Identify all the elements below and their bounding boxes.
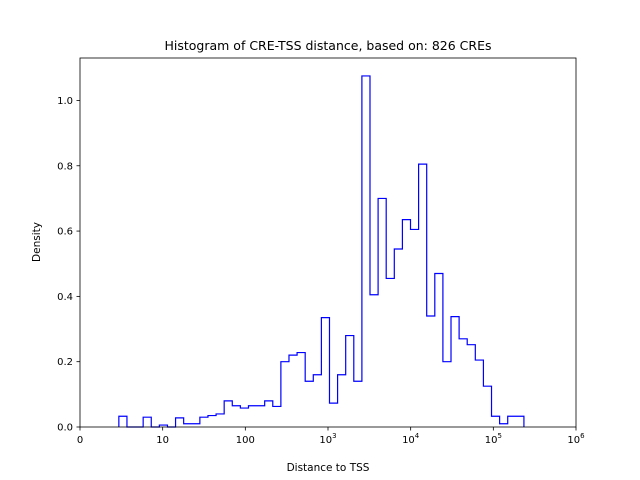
histogram-bin bbox=[313, 375, 321, 427]
x-tick-base: 10 bbox=[319, 435, 332, 446]
x-tick-base: 10 bbox=[156, 435, 169, 446]
histogram-bin bbox=[435, 274, 443, 427]
histogram-bin bbox=[232, 406, 240, 427]
x-tick-exponent: 4 bbox=[415, 432, 420, 440]
histogram-bin bbox=[467, 345, 475, 427]
histogram-bin bbox=[273, 406, 281, 427]
x-tick-base: 10 bbox=[485, 435, 498, 446]
histogram-bin bbox=[516, 416, 524, 427]
x-tick-base: 100 bbox=[236, 435, 255, 446]
x-tick-base: 0 bbox=[77, 435, 83, 446]
histogram-bin bbox=[402, 220, 410, 427]
y-tick-label: 0.2 bbox=[57, 357, 73, 368]
histogram-bin bbox=[427, 316, 435, 427]
x-tick-label: 103 bbox=[319, 432, 336, 446]
histogram-bin bbox=[119, 416, 127, 427]
x-tick-label: 105 bbox=[485, 432, 502, 446]
y-axis: 0.0 0.2 0.4 0.6 0.8 1.0 bbox=[57, 96, 80, 434]
x-tick-label: 10 bbox=[156, 435, 169, 446]
histogram-bin bbox=[329, 403, 337, 427]
histogram-bin bbox=[508, 416, 516, 427]
y-tick-label: 0.0 bbox=[57, 423, 73, 434]
histogram-bin bbox=[370, 295, 378, 427]
histogram-bin bbox=[224, 401, 232, 427]
x-tick-label: 0 bbox=[77, 435, 83, 446]
y-tick-label: 0.8 bbox=[57, 161, 73, 172]
histogram-bin bbox=[321, 318, 329, 427]
x-tick-label: 104 bbox=[402, 432, 420, 446]
y-tick-label: 0.6 bbox=[57, 227, 73, 238]
histogram-bin bbox=[492, 416, 500, 427]
x-axis-label: Distance to TSS bbox=[287, 462, 370, 474]
histogram-bin bbox=[143, 417, 151, 427]
histogram-bin bbox=[483, 386, 491, 427]
histogram-bin bbox=[419, 164, 427, 427]
plot-area bbox=[118, 75, 525, 428]
histogram-bin bbox=[176, 418, 184, 427]
histogram-bin bbox=[338, 375, 346, 427]
x-tick-base: 10 bbox=[567, 435, 580, 446]
y-tick-label: 0.4 bbox=[57, 292, 73, 303]
histogram-bin bbox=[216, 414, 224, 427]
x-tick-exponent: 5 bbox=[497, 432, 501, 440]
x-tick-base: 10 bbox=[402, 435, 415, 446]
histogram-bin bbox=[386, 278, 394, 427]
histogram-bin bbox=[459, 339, 467, 427]
y-axis-label: Density bbox=[31, 222, 43, 262]
histogram-bin bbox=[411, 229, 419, 427]
histogram-bin bbox=[200, 417, 208, 427]
x-axis: 0 10 100 103 104 105 106 bbox=[77, 427, 585, 446]
x-tick-label: 106 bbox=[567, 432, 585, 446]
histogram-outline bbox=[118, 75, 525, 428]
histogram-bin bbox=[378, 198, 386, 427]
histogram-bin bbox=[346, 336, 354, 427]
chart-title: Histogram of CRE-TSS distance, based on:… bbox=[164, 38, 491, 53]
histogram-bin bbox=[475, 360, 483, 427]
histogram-bin bbox=[257, 406, 265, 427]
histogram-bin bbox=[248, 406, 256, 427]
x-tick-label: 100 bbox=[236, 435, 255, 446]
histogram-bin bbox=[281, 362, 289, 427]
histogram-bin bbox=[362, 76, 370, 427]
x-tick-exponent: 3 bbox=[332, 432, 336, 440]
histogram-bin bbox=[394, 249, 402, 427]
histogram-bin bbox=[208, 416, 216, 427]
histogram-bin bbox=[305, 381, 313, 427]
y-tick-label: 1.0 bbox=[57, 96, 73, 107]
histogram-bin bbox=[240, 408, 248, 427]
histogram-bin bbox=[354, 381, 362, 427]
histogram-bin bbox=[451, 317, 459, 427]
histogram-bin bbox=[297, 353, 305, 427]
histogram-bin bbox=[289, 355, 297, 427]
x-tick-exponent: 6 bbox=[580, 432, 585, 440]
histogram-bin bbox=[443, 362, 451, 427]
histogram-bin bbox=[265, 401, 273, 427]
